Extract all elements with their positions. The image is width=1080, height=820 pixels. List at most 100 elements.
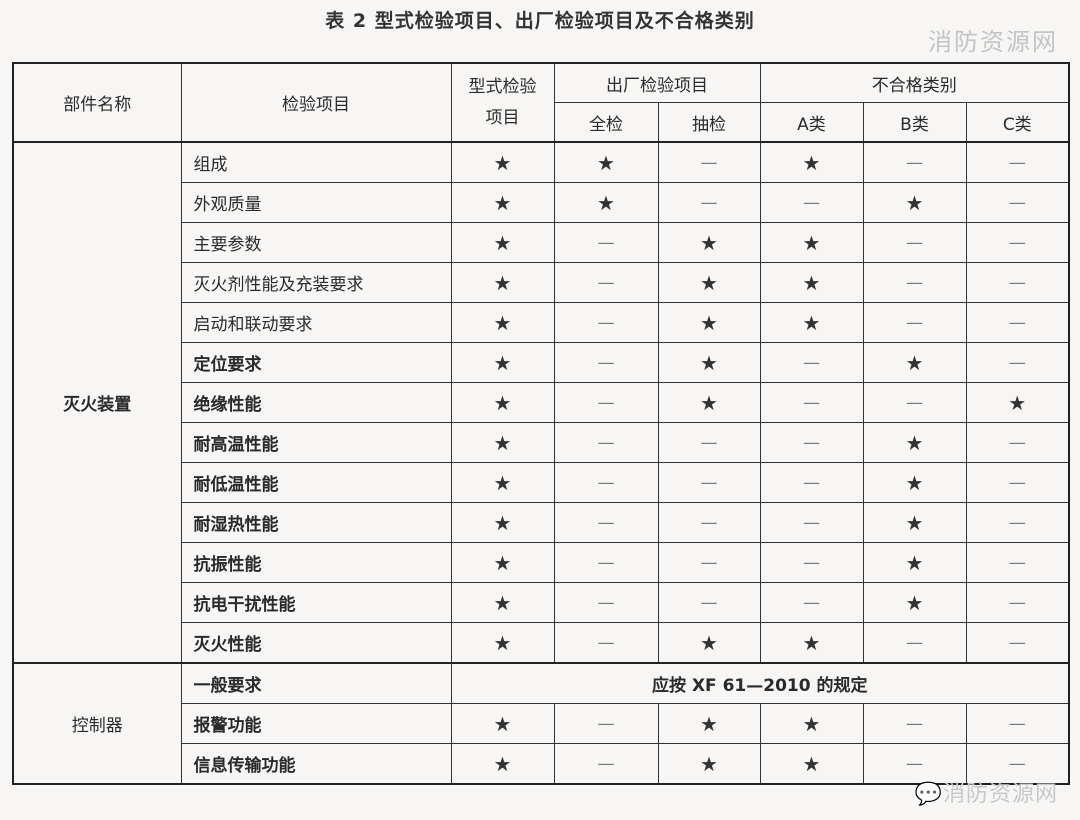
inspection-item-cell: 耐湿热性能 (180, 502, 452, 543)
full-check-dash-cell: — (553, 582, 659, 623)
table-row: 抗振性能 ★ — — — ★ — (13, 542, 1070, 583)
class-c-dash-cell: — (965, 302, 1070, 343)
class-b-dash-cell: — (862, 622, 967, 664)
watermark: 消防资源网 (928, 28, 1058, 56)
header-type-test: 型式检验项目 (450, 62, 555, 143)
full-check-dash-cell: — (553, 422, 659, 463)
class-a-star-icon: ★ (759, 141, 864, 183)
header-full-check: 全检 (553, 102, 659, 143)
type-test-star-icon: ★ (450, 422, 555, 463)
inspection-item-cell: 耐低温性能 (180, 462, 452, 503)
class-b-dash-cell: — (862, 302, 967, 343)
class-a-star-icon: ★ (759, 703, 864, 744)
class-b-star-icon: ★ (862, 502, 967, 543)
class-b-star-icon: ★ (862, 182, 967, 223)
type-test-star-icon: ★ (450, 382, 555, 423)
inspection-item-cell: 组成 (180, 141, 452, 183)
class-a-dash-cell: — (759, 382, 864, 423)
class-a-star-icon: ★ (759, 302, 864, 343)
class-a-dash-cell: — (759, 422, 864, 463)
class-a-star-icon: ★ (759, 222, 864, 263)
sample-check-star-icon: ★ (657, 342, 761, 383)
inspection-item-cell: 耐高温性能 (180, 422, 452, 463)
table-row: 抗电干扰性能 ★ — — — ★ — (13, 582, 1070, 623)
type-test-star-icon: ★ (450, 262, 555, 303)
inspection-item-cell: 启动和联动要求 (180, 302, 452, 343)
class-c-dash-cell: — (965, 743, 1070, 785)
class-c-dash-cell: — (965, 502, 1070, 543)
type-test-star-icon: ★ (450, 542, 555, 583)
full-check-dash-cell: — (553, 622, 659, 664)
class-a-dash-cell: — (759, 582, 864, 623)
table-title: 表 2 型式检验项目、出厂检验项目及不合格类别 (325, 10, 755, 32)
type-test-star-icon: ★ (450, 582, 555, 623)
type-test-star-icon: ★ (450, 302, 555, 343)
class-b-star-icon: ★ (862, 422, 967, 463)
class-a-dash-cell: — (759, 542, 864, 583)
sample-check-star-icon: ★ (657, 743, 761, 785)
header-type-test-label: 型式检验项目 (468, 76, 537, 128)
class-c-dash-cell: — (965, 462, 1070, 503)
class-c-dash-cell: — (965, 262, 1070, 303)
table-row: 灭火性能 ★ — ★ ★ — — (13, 622, 1070, 664)
type-test-star-icon: ★ (450, 342, 555, 383)
table-row: 耐低温性能 ★ — — — ★ — (13, 462, 1070, 503)
full-check-dash-cell: — (553, 743, 659, 785)
full-check-star-icon: ★ (553, 141, 659, 183)
class-c-dash-cell: — (965, 422, 1070, 463)
class-c-star-icon: ★ (965, 382, 1070, 423)
inspection-item-cell: 外观质量 (180, 182, 452, 223)
sample-check-star-icon: ★ (657, 622, 761, 664)
sample-check-dash-cell: — (657, 502, 761, 543)
sample-check-star-icon: ★ (657, 262, 761, 303)
full-check-dash-cell: — (553, 542, 659, 583)
full-check-dash-cell: — (553, 462, 659, 503)
inspection-item-cell: 抗电干扰性能 (180, 582, 452, 623)
sample-check-dash-cell: — (657, 542, 761, 583)
wechat-icon: 💬 (914, 782, 943, 807)
header-nonconformity: 不合格类别 (759, 62, 1070, 103)
header-class-b: B类 (862, 102, 967, 143)
full-check-dash-cell: — (553, 502, 659, 543)
table-row: 控制器 一般要求 应按 XF 61—2010 的规定 (12, 662, 1070, 785)
class-b-dash-cell: — (862, 743, 967, 785)
table-row: 绝缘性能 ★ — ★ — — ★ (13, 382, 1070, 423)
sample-check-dash-cell: — (657, 422, 761, 463)
type-test-star-icon: ★ (450, 502, 555, 543)
header-inspection-item: 检验项目 (180, 62, 452, 143)
class-b-dash-cell: — (862, 262, 967, 303)
class-a-star-icon: ★ (759, 262, 864, 303)
class-c-dash-cell: — (965, 622, 1070, 664)
class-b-star-icon: ★ (862, 342, 967, 383)
class-a-star-icon: ★ (759, 743, 864, 785)
table-row: 定位要求 ★ — ★ — ★ — (13, 342, 1070, 383)
class-b-dash-cell: — (862, 141, 967, 183)
full-check-star-icon: ★ (553, 182, 659, 223)
class-b-star-icon: ★ (862, 542, 967, 583)
class-c-dash-cell: — (965, 703, 1070, 744)
table-row: 耐高温性能 ★ — — — ★ — (13, 422, 1070, 463)
sample-check-dash-cell: — (657, 141, 761, 183)
inspection-item-cell: 报警功能 (180, 703, 452, 744)
table-row: 耐湿热性能 ★ — — — ★ — (13, 502, 1070, 543)
inspection-item-cell: 灭火剂性能及充装要求 (180, 262, 452, 303)
full-check-dash-cell: — (553, 382, 659, 423)
class-a-dash-cell: — (759, 182, 864, 223)
part-name-cell: 控制器 (12, 662, 182, 785)
header-class-c: C类 (965, 102, 1070, 143)
watermark-logo: 💬消防资源网 (915, 782, 1058, 808)
sample-check-star-icon: ★ (657, 222, 761, 263)
class-a-dash-cell: — (759, 342, 864, 383)
sample-check-star-icon: ★ (657, 302, 761, 343)
table-row: 信息传输功能 ★ — ★ ★ — — (13, 743, 1070, 785)
watermark-bottom-text: 消防资源网 (942, 782, 1058, 807)
inspection-table: 部件名称 检验项目 型式检验项目 出厂检验项目 不合格类别 全检 抽检 A类 B… (12, 62, 1071, 785)
inspection-item-cell: 定位要求 (180, 342, 452, 383)
class-b-dash-cell: — (862, 703, 967, 744)
inspection-item-cell: 信息传输功能 (180, 743, 452, 785)
class-a-dash-cell: — (759, 462, 864, 503)
class-b-dash-cell: — (862, 382, 967, 423)
table-row: 外观质量 ★ ★ — — ★ — (13, 182, 1070, 223)
class-c-dash-cell: — (965, 141, 1070, 183)
class-c-dash-cell: — (965, 182, 1070, 223)
